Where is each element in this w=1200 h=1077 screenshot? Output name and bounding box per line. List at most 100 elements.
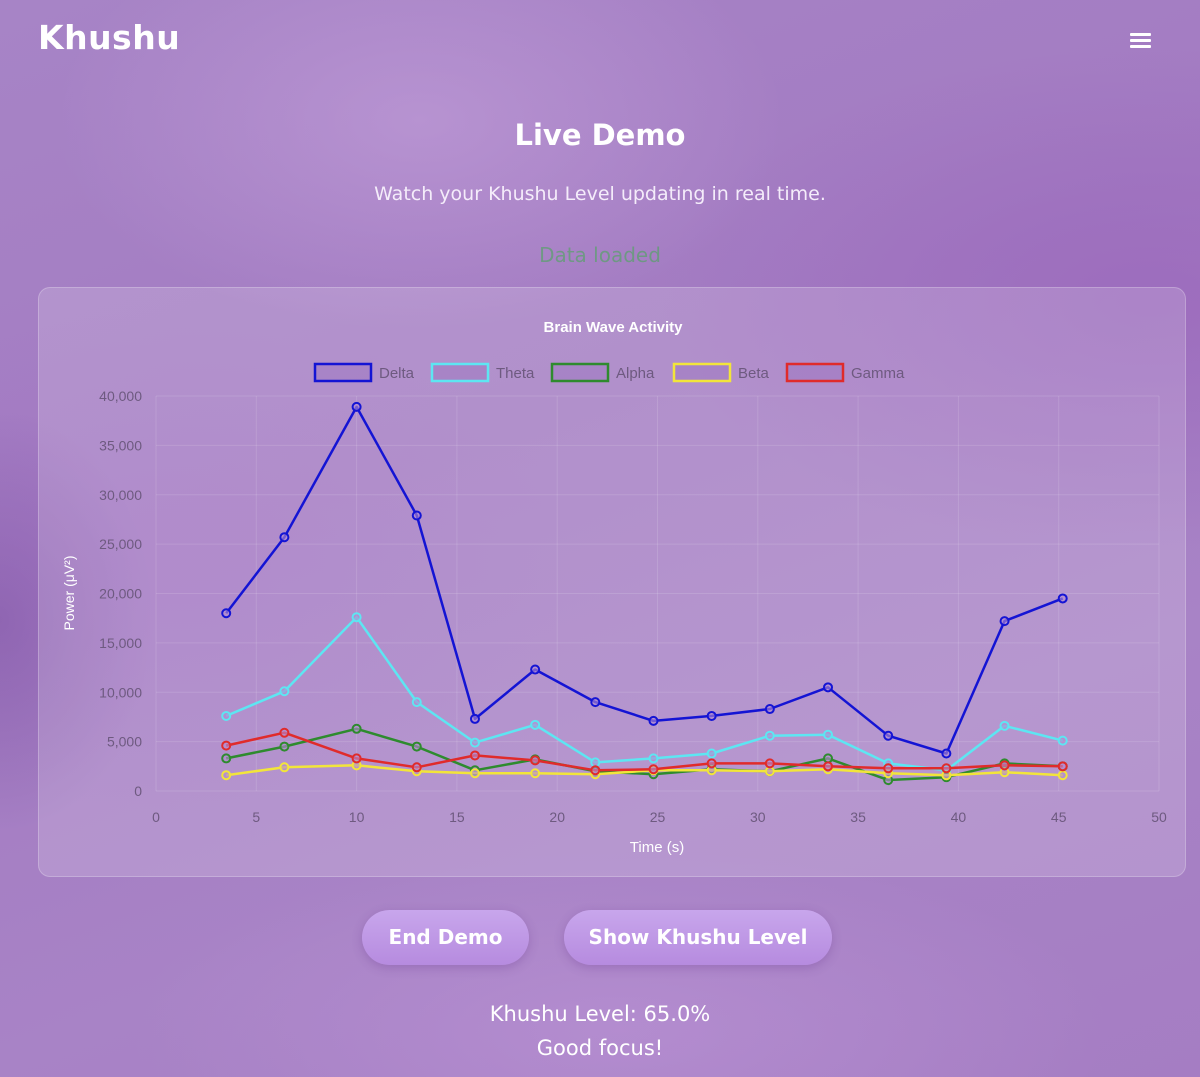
legend-label: Gamma bbox=[851, 365, 905, 382]
legend-label: Delta bbox=[379, 365, 415, 382]
data-point bbox=[823, 682, 834, 693]
x-tick-label: 50 bbox=[1151, 809, 1167, 825]
x-tick-label: 25 bbox=[650, 809, 666, 825]
series-line bbox=[225, 405, 1064, 755]
data-point bbox=[279, 741, 290, 752]
focus-message: Good focus! bbox=[536, 1036, 664, 1060]
y-tick-label: 15,000 bbox=[99, 635, 142, 651]
chart-grid bbox=[155, 395, 1160, 792]
data-point bbox=[530, 719, 541, 730]
x-tick-label: 15 bbox=[449, 809, 465, 825]
data-point bbox=[279, 762, 290, 773]
data-point bbox=[823, 753, 834, 764]
data-point bbox=[469, 750, 480, 761]
brand-logo[interactable]: Khushu bbox=[38, 18, 181, 57]
data-point bbox=[764, 730, 775, 741]
data-point bbox=[351, 612, 362, 623]
legend-swatch bbox=[672, 362, 732, 383]
data-point bbox=[530, 768, 541, 779]
y-tick-label: 35,000 bbox=[99, 437, 142, 453]
legend-label: Beta bbox=[738, 365, 770, 382]
x-tick-label: 40 bbox=[951, 809, 967, 825]
x-tick-label: 0 bbox=[152, 809, 160, 825]
data-point bbox=[999, 616, 1010, 627]
status-message: Data loaded bbox=[539, 243, 661, 267]
series-line bbox=[225, 727, 1063, 782]
data-point bbox=[469, 713, 480, 724]
legend-swatch bbox=[430, 362, 490, 383]
y-tick-label: 30,000 bbox=[99, 487, 142, 503]
data-point bbox=[883, 730, 894, 741]
data-point bbox=[823, 761, 834, 772]
legend-swatch bbox=[550, 362, 610, 383]
data-point bbox=[706, 748, 717, 759]
data-point bbox=[221, 710, 232, 721]
page-subtitle: Watch your Khushu Level updating in real… bbox=[374, 183, 826, 205]
data-point bbox=[941, 763, 952, 774]
data-point bbox=[530, 755, 541, 766]
data-point bbox=[411, 510, 422, 521]
end-demo-button[interactable]: End Demo bbox=[362, 910, 529, 965]
data-point bbox=[941, 748, 952, 759]
y-tick-label: 20,000 bbox=[99, 586, 142, 602]
chart-series bbox=[221, 401, 1068, 786]
show-khushu-level-button[interactable]: Show Khushu Level bbox=[564, 910, 832, 965]
chart-title: Brain Wave Activity bbox=[544, 319, 684, 336]
data-point bbox=[411, 741, 422, 752]
data-point bbox=[469, 737, 480, 748]
data-point bbox=[648, 753, 659, 764]
chart-card: Brain Wave Activity 0 5,000 10,000 15,000 20… bbox=[38, 287, 1186, 877]
data-point bbox=[590, 765, 601, 776]
data-point bbox=[469, 768, 480, 779]
data-point bbox=[411, 697, 422, 708]
data-point bbox=[279, 727, 290, 738]
data-point bbox=[764, 758, 775, 769]
y-tick-label: 25,000 bbox=[99, 536, 142, 552]
legend-label: Theta bbox=[496, 365, 535, 382]
data-point bbox=[648, 715, 659, 726]
series-line bbox=[225, 615, 1064, 772]
x-tick-label: 30 bbox=[750, 809, 766, 825]
data-point bbox=[1057, 770, 1068, 781]
y-tick-label: 40,000 bbox=[99, 388, 142, 404]
y-tick-label: 5,000 bbox=[107, 734, 142, 750]
data-point bbox=[279, 532, 290, 543]
data-point bbox=[221, 608, 232, 619]
data-point bbox=[221, 740, 232, 751]
brain-wave-chart: Brain Wave Activity 0 5,000 10,000 15,000 20… bbox=[61, 319, 1167, 856]
page-title: Live Demo bbox=[514, 118, 686, 152]
data-point bbox=[764, 766, 775, 777]
data-point bbox=[351, 723, 362, 734]
data-point bbox=[351, 401, 362, 412]
data-point bbox=[1057, 735, 1068, 746]
data-point bbox=[351, 753, 362, 764]
data-point bbox=[706, 710, 717, 721]
data-point bbox=[706, 758, 717, 769]
y-tick-label: 0 bbox=[134, 783, 142, 799]
legend-swatch bbox=[313, 362, 373, 383]
data-point bbox=[1057, 761, 1068, 772]
data-point bbox=[411, 762, 422, 773]
data-point bbox=[883, 763, 894, 774]
data-point bbox=[648, 764, 659, 775]
hamburger-menu-icon[interactable] bbox=[1126, 30, 1156, 56]
data-point bbox=[823, 729, 834, 740]
data-point bbox=[279, 686, 290, 697]
data-point bbox=[590, 757, 601, 768]
x-tick-label: 5 bbox=[252, 809, 260, 825]
y-axis-label: Power (μV²) bbox=[61, 556, 77, 631]
data-point bbox=[764, 704, 775, 715]
chart-legend: Delta Theta Alpha Beta Gamma bbox=[313, 362, 905, 383]
data-point bbox=[999, 720, 1010, 731]
x-axis-label: Time (s) bbox=[630, 839, 684, 856]
legend-swatch bbox=[785, 362, 845, 383]
x-tick-label: 20 bbox=[549, 809, 565, 825]
chart-axes: 0 5,000 10,000 15,000 20,000 25,000 30,000 35,0… bbox=[99, 388, 1167, 825]
khushu-level-text: Khushu Level: 65.0% bbox=[489, 1002, 711, 1026]
x-tick-label: 45 bbox=[1051, 809, 1067, 825]
data-point bbox=[221, 770, 232, 781]
data-point bbox=[590, 697, 601, 708]
x-tick-label: 35 bbox=[850, 809, 866, 825]
legend-label: Alpha bbox=[616, 365, 655, 382]
